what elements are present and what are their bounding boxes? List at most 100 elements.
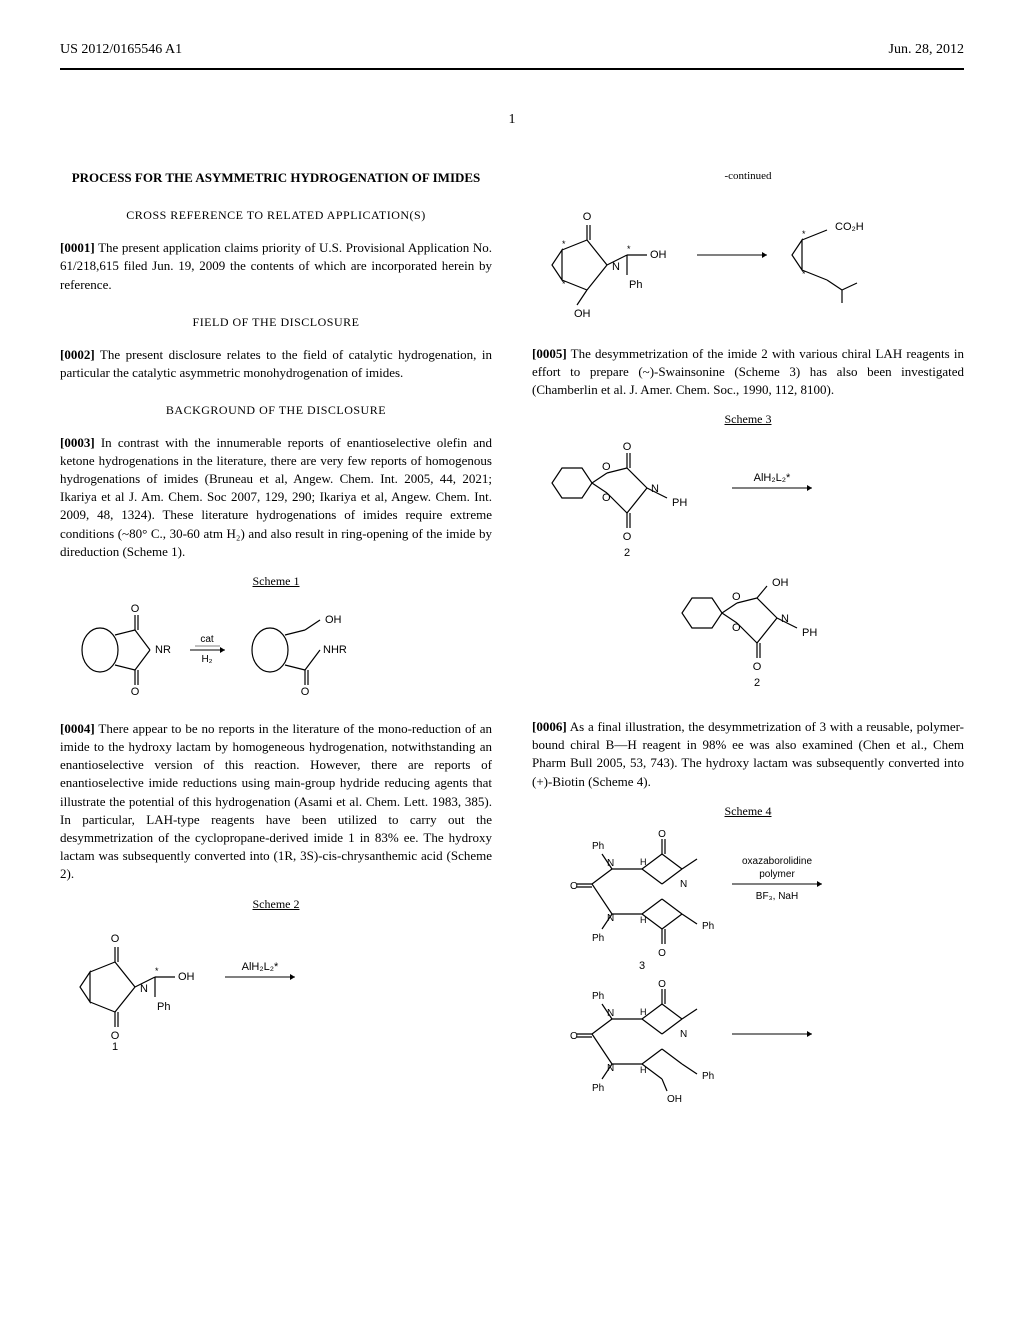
svg-text:O: O [732, 622, 741, 634]
para-num-0004: [0004] [60, 721, 95, 736]
svg-text:Ph: Ph [592, 991, 604, 1002]
para-text-0004: There appear to be no reports in the lit… [60, 721, 492, 882]
svg-text:CO₂H: CO₂H [835, 221, 864, 233]
svg-text:H: H [640, 1065, 647, 1075]
publication-number: US 2012/0165546 A1 [60, 40, 182, 60]
svg-text:O: O [111, 933, 120, 945]
svg-text:O: O [131, 686, 140, 698]
scheme1-diagram: O NR O cat H₂ OH NHR O [60, 600, 492, 700]
svg-text:*: * [627, 244, 631, 254]
para-text-0005: The desymmetrization of the imide 2 with… [532, 346, 964, 397]
left-column: PROCESS FOR THE ASYMMETRIC HYDROGENATION… [60, 169, 492, 1129]
svg-text:H: H [640, 1007, 647, 1017]
svg-text:N: N [607, 858, 614, 869]
field-heading: FIELD OF THE DISCLOSURE [60, 314, 492, 331]
svg-text:NR: NR [155, 644, 171, 656]
svg-text:AlH₂L₂*: AlH₂L₂* [754, 472, 791, 484]
scheme1-label: Scheme 1 [60, 573, 492, 590]
continued-label: -continued [532, 169, 964, 184]
svg-text:N: N [140, 983, 148, 995]
document-title: PROCESS FOR THE ASYMMETRIC HYDROGENATION… [60, 169, 492, 187]
page-number: 1 [60, 110, 964, 130]
svg-text:N: N [781, 613, 789, 625]
para-num-0005: [0005] [532, 346, 567, 361]
para-text-0002: The present disclosure relates to the fi… [60, 347, 492, 380]
svg-text:AlH₂L₂*: AlH₂L₂* [242, 961, 279, 973]
svg-text:*: * [155, 966, 159, 976]
svg-text:O: O [658, 948, 666, 959]
para-text-0003: In contrast with the innumerable reports… [60, 435, 492, 559]
scheme2-continued-diagram: O N OH Ph OH * * * CO₂H * * [532, 195, 964, 325]
svg-text:O: O [753, 661, 762, 673]
header-divider [60, 68, 964, 70]
para-num-0006: [0006] [532, 719, 567, 734]
svg-text:OH: OH [178, 971, 195, 983]
scheme4-diagram: N N N O O O H H Ph Ph Ph 3 oxazaborolidi… [532, 829, 964, 1109]
svg-text:1: 1 [112, 1041, 118, 1053]
svg-text:O: O [623, 531, 632, 543]
svg-text:O: O [570, 881, 578, 892]
svg-text:O: O [570, 1031, 578, 1042]
svg-text:H: H [640, 857, 647, 867]
svg-text:O: O [658, 979, 666, 990]
page-header: US 2012/0165546 A1 Jun. 28, 2012 [60, 40, 964, 60]
svg-text:O: O [602, 461, 611, 473]
cross-ref-heading: CROSS REFERENCE TO RELATED APPLICATION(S… [60, 207, 492, 224]
svg-text:N: N [651, 483, 659, 495]
svg-text:O: O [131, 603, 140, 615]
svg-text:PH: PH [802, 627, 817, 639]
svg-text:oxazaborolidine: oxazaborolidine [742, 856, 812, 867]
svg-text:Ph: Ph [157, 1001, 170, 1013]
svg-text:N: N [680, 1029, 687, 1040]
svg-text:O: O [301, 686, 310, 698]
svg-text:*: * [802, 269, 806, 279]
svg-text:Ph: Ph [592, 841, 604, 852]
svg-text:OH: OH [772, 577, 789, 589]
svg-text:N: N [607, 1063, 614, 1074]
svg-text:*: * [802, 229, 806, 239]
svg-text:N: N [680, 879, 687, 890]
para-text-0006: As a final illustration, the desymmetriz… [532, 719, 964, 789]
svg-text:BF₃, NaH: BF₃, NaH [756, 891, 798, 902]
svg-text:OH: OH [325, 614, 342, 626]
right-column: -continued O N OH Ph OH * * * [532, 169, 964, 1129]
svg-text:3: 3 [639, 960, 645, 972]
svg-text:Ph: Ph [592, 933, 604, 944]
svg-text:OH: OH [650, 249, 667, 261]
para-0002: [0002] The present disclosure relates to… [60, 346, 492, 382]
svg-text:PH: PH [672, 497, 687, 509]
para-text-0001: The present application claims priority … [60, 240, 492, 291]
svg-text:Ph: Ph [592, 1083, 604, 1094]
svg-text:polymer: polymer [759, 869, 795, 880]
scheme3-diagram: O O O N O PH 2 AlH₂L₂* O O [532, 438, 964, 698]
publication-date: Jun. 28, 2012 [889, 40, 964, 60]
svg-text:O: O [732, 591, 741, 603]
svg-text:N: N [607, 913, 614, 924]
svg-text:Ph: Ph [702, 1071, 714, 1082]
svg-text:Ph: Ph [702, 921, 714, 932]
svg-text:O: O [623, 441, 632, 453]
para-num-0002: [0002] [60, 347, 95, 362]
svg-text:O: O [658, 829, 666, 840]
svg-text:N: N [607, 1008, 614, 1019]
scheme2-diagram: O N O OH Ph * 1 AlH₂L₂* [60, 922, 492, 1062]
para-0004: [0004] There appear to be no reports in … [60, 720, 492, 884]
svg-text:Ph: Ph [629, 279, 642, 291]
svg-text:*: * [562, 279, 566, 289]
para-0003: [0003] In contrast with the innumerable … [60, 434, 492, 561]
para-0001: [0001] The present application claims pr… [60, 239, 492, 294]
svg-text:H: H [640, 915, 647, 925]
svg-text:O: O [602, 492, 611, 504]
scheme2-label: Scheme 2 [60, 896, 492, 913]
svg-text:H₂: H₂ [201, 654, 212, 665]
svg-text:N: N [612, 261, 620, 273]
svg-text:OH: OH [667, 1094, 682, 1105]
svg-text:OH: OH [574, 308, 591, 320]
scheme4-label: Scheme 4 [532, 803, 964, 820]
svg-text:cat: cat [200, 634, 214, 645]
svg-text:NHR: NHR [323, 644, 347, 656]
para-num-0001: [0001] [60, 240, 95, 255]
svg-text:2: 2 [624, 547, 630, 559]
para-0005: [0005] The desymmetrization of the imide… [532, 345, 964, 400]
scheme3-label: Scheme 3 [532, 411, 964, 428]
